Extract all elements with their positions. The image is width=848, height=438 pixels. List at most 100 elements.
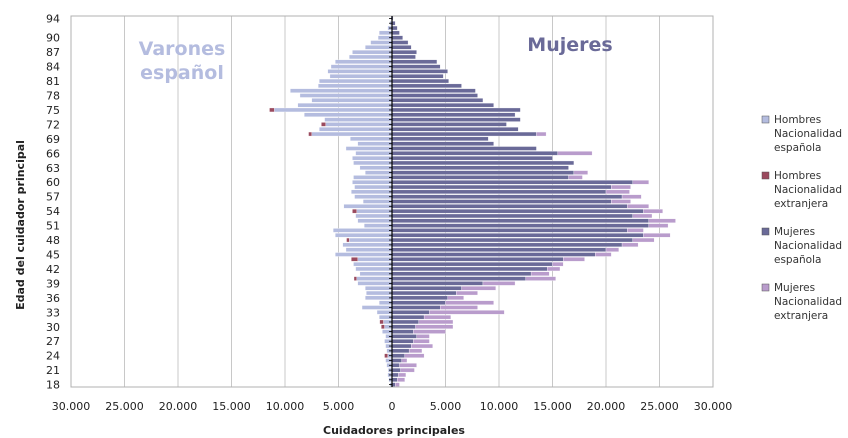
x-tick-label: 15.000 xyxy=(212,400,251,413)
bar-mujeres-espanola xyxy=(391,112,516,117)
bar-mujeres-espanola xyxy=(391,252,596,257)
bar-mujeres-extranjera xyxy=(447,295,464,300)
bar-hombres-extranjera xyxy=(353,276,357,281)
y-tick-label: 27 xyxy=(46,335,60,348)
y-tick-label: 69 xyxy=(46,133,60,146)
x-tick-label: 0 xyxy=(389,400,396,413)
bar-mujeres-extranjera xyxy=(648,223,669,228)
y-tick-label: 21 xyxy=(46,364,60,377)
bar-mujeres-espanola xyxy=(391,319,419,325)
bar-hombres-espanola xyxy=(365,45,393,50)
bar-hombres-espanola xyxy=(274,107,393,113)
bar-hombres-espanola xyxy=(370,40,393,45)
x-tick-label: 25.000 xyxy=(105,400,144,413)
legend-label: Nacionalidad xyxy=(774,240,842,252)
bar-mujeres-espanola xyxy=(391,131,537,137)
bar-mujeres-extranjera xyxy=(611,184,631,190)
bar-mujeres-espanola xyxy=(391,83,462,88)
bar-mujeres-espanola xyxy=(391,300,446,305)
axes xyxy=(70,15,714,388)
bar-mujeres-extranjera xyxy=(632,237,655,243)
bar-hombres-espanola xyxy=(330,64,393,69)
x-tick-label: 30.000 xyxy=(52,400,91,413)
bar-hombres-espanola xyxy=(329,74,393,79)
y-tick-label: 81 xyxy=(46,75,60,88)
bar-mujeres-espanola xyxy=(391,141,494,146)
bar-hombres-espanola xyxy=(353,160,393,166)
bar-hombres-espanola xyxy=(365,295,393,300)
x-tick-label: 20.000 xyxy=(159,400,198,413)
bar-mujeres-extranjera xyxy=(445,300,494,305)
bar-hombres-extranjera xyxy=(308,131,312,137)
bar-hombres-espanola xyxy=(297,103,393,108)
legend-label: extranjera xyxy=(774,198,828,210)
bar-mujeres-espanola xyxy=(391,122,507,127)
bar-mujeres-espanola xyxy=(391,127,519,132)
bar-mujeres-espanola xyxy=(391,103,494,108)
bar-mujeres-espanola xyxy=(391,54,416,60)
bar-hombres-espanola xyxy=(352,156,393,161)
y-tick-label: 90 xyxy=(46,32,60,45)
bar-mujeres-espanola xyxy=(391,213,633,219)
bar-mujeres-extranjera xyxy=(397,377,405,382)
y-tick-label: 51 xyxy=(46,220,60,233)
bar-mujeres-espanola xyxy=(391,170,575,175)
bar-mujeres-espanola xyxy=(391,247,607,252)
bar-mujeres-espanola xyxy=(391,199,612,204)
y-tick-label: 24 xyxy=(46,350,60,363)
bar-mujeres-espanola xyxy=(391,160,575,166)
y-tick-label: 54 xyxy=(46,205,60,218)
legend: Hombres Nacionalidad española Hombres Nacion… xyxy=(761,114,842,322)
bar-mujeres-extranjera xyxy=(418,319,454,325)
bar-mujeres-extranjera xyxy=(611,199,631,204)
y-tick-label: 33 xyxy=(46,306,60,319)
bar-mujeres-espanola xyxy=(391,35,403,40)
y-tick-label: 48 xyxy=(46,234,60,247)
bar-mujeres-extranjera xyxy=(627,228,644,233)
bar-mujeres-espanola xyxy=(391,25,398,31)
bar-mujeres-extranjera xyxy=(547,266,561,272)
bar-hombres-espanola xyxy=(325,122,393,127)
bar-mujeres-extranjera xyxy=(461,286,496,291)
legend-label: española xyxy=(774,142,821,154)
bar-hombres-espanola xyxy=(353,175,393,180)
x-axis-title: Cuidadores principales xyxy=(323,424,465,437)
bar-mujeres-espanola xyxy=(391,286,462,291)
bar-mujeres-extranjera xyxy=(621,242,639,247)
bar-mujeres-extranjera xyxy=(395,382,400,387)
bar-mujeres-espanola xyxy=(391,59,438,64)
bar-mujeres-espanola xyxy=(391,358,402,363)
legend-label: Hombres xyxy=(774,114,821,126)
bar-hombres-espanola xyxy=(335,252,393,257)
bar-mujeres-extranjera xyxy=(399,363,417,368)
bar-mujeres-extranjera xyxy=(627,204,649,209)
legend-swatch xyxy=(761,171,770,180)
y-tick-label: 36 xyxy=(46,292,60,305)
bar-mujeres-espanola xyxy=(391,295,448,300)
bar-mujeres-espanola xyxy=(391,30,400,35)
bar-hombres-espanola xyxy=(353,262,393,267)
bar-mujeres-extranjera xyxy=(398,372,407,378)
bar-mujeres-extranjera xyxy=(482,281,516,286)
annotation-varones: Varones español xyxy=(139,38,226,84)
bar-hombres-espanola xyxy=(359,165,393,170)
bar-hombres-espanola xyxy=(364,223,393,228)
bar-mujeres-extranjera xyxy=(632,213,653,219)
bar-mujeres-extranjera xyxy=(416,334,430,339)
bar-hombres-espanola xyxy=(352,50,393,55)
bar-mujeres-espanola xyxy=(391,334,417,339)
bar-hombres-espanola xyxy=(304,112,393,117)
bar-mujeres-extranjera xyxy=(400,368,415,373)
bar-hombres-espanola xyxy=(352,180,393,185)
bar-mujeres-espanola xyxy=(391,50,417,55)
bar-hombres-espanola xyxy=(332,228,393,233)
legend-label: Nacionalidad xyxy=(774,128,842,140)
bar-mujeres-espanola xyxy=(391,271,532,276)
bar-mujeres-espanola xyxy=(391,348,410,353)
y-tick-label: 39 xyxy=(46,277,60,290)
bar-mujeres-espanola xyxy=(391,189,607,194)
bar-mujeres-espanola xyxy=(391,151,559,156)
y-tick-label: 60 xyxy=(46,176,60,189)
